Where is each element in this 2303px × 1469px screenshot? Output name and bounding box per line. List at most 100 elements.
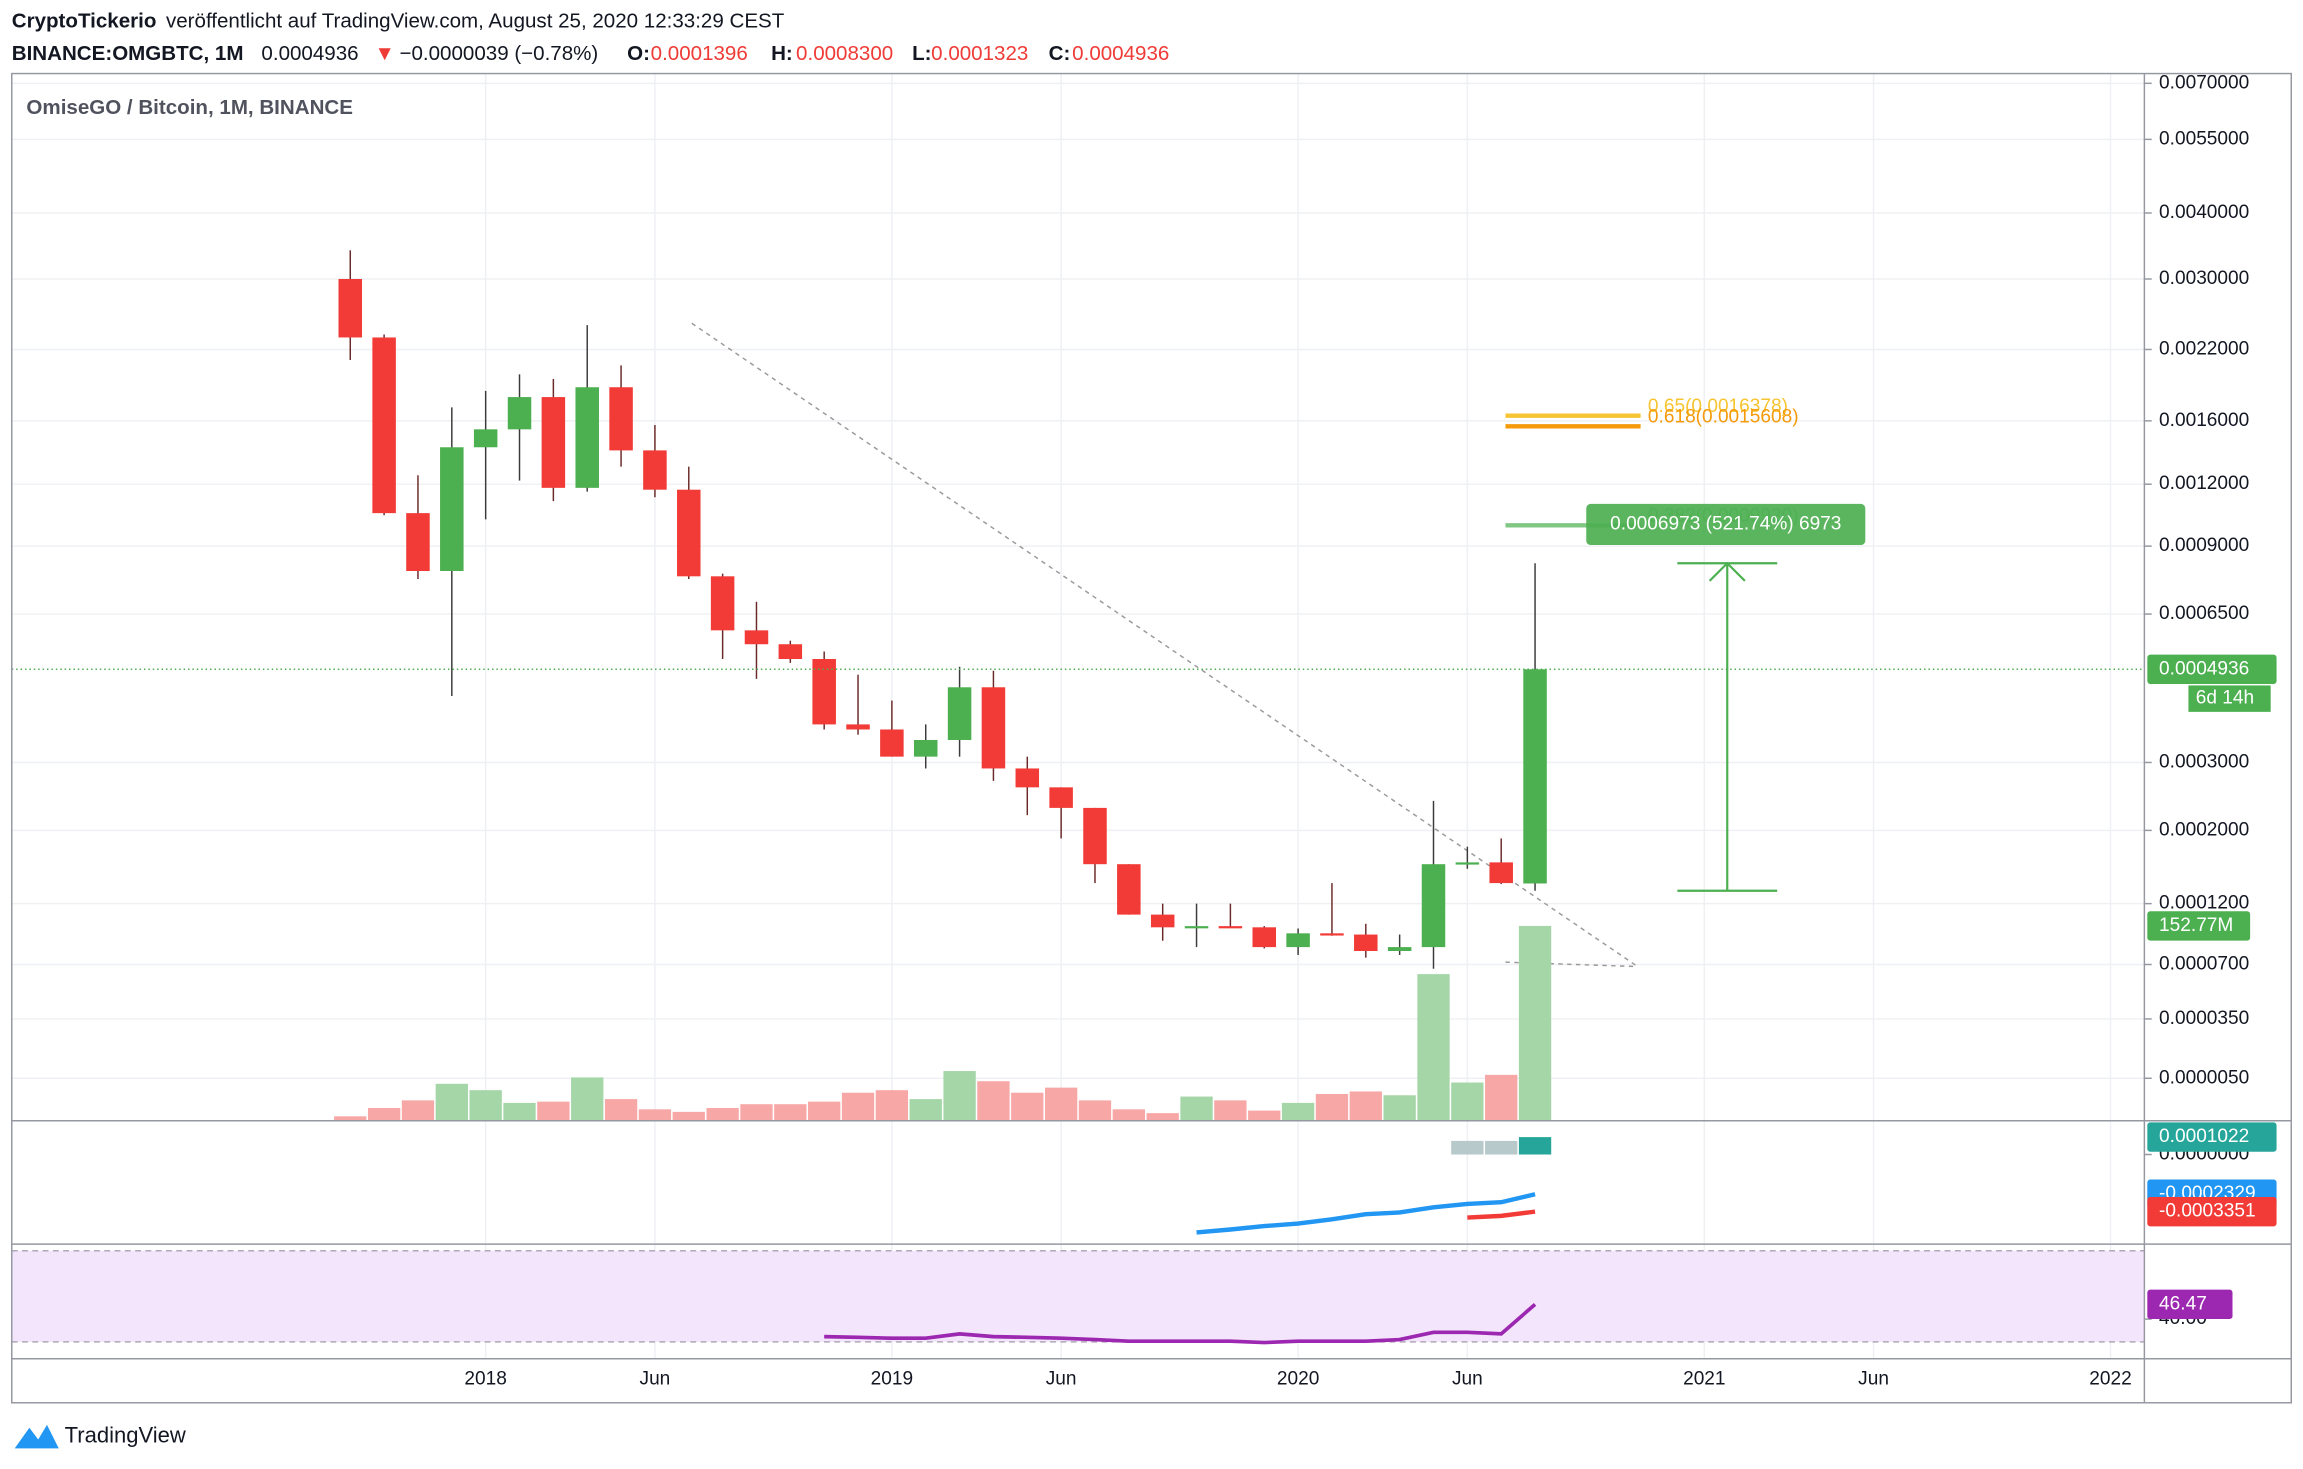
trend-line: [691, 322, 1639, 968]
candle-body: [541, 397, 566, 488]
macd-line: [1196, 1192, 1536, 1235]
y-tick-label: 0.0055000: [2159, 128, 2249, 149]
y-tick-label: 0.0006500: [2159, 603, 2249, 624]
candle-body: [1421, 864, 1446, 948]
measure-box: [1586, 503, 1866, 546]
y-tick-label: 0.0012000: [2159, 473, 2249, 494]
x-tick-label: Jun: [1452, 1368, 1483, 1389]
volume-bar: [604, 1099, 638, 1121]
candle-body: [643, 450, 667, 490]
fib-label: 0.65(0.0016378): [1648, 396, 1788, 417]
logo: [14, 1424, 59, 1449]
symbol: BINANCE:OMGBTC, 1M: [12, 42, 244, 65]
footer-brand: TradingView: [65, 1422, 186, 1447]
candle-body: [812, 658, 836, 725]
volume-bar: [1383, 1095, 1416, 1121]
y-tick-label: 0.0022000: [2159, 339, 2249, 360]
candle-body: [744, 630, 769, 645]
candle-body: [1455, 862, 1480, 865]
candle-body: [1083, 807, 1107, 865]
countdown-box: [2188, 685, 2271, 712]
x-tick-label: 2018: [464, 1368, 506, 1389]
volume-bar: [367, 1108, 401, 1121]
rsi-last-label: 46.47: [2159, 1293, 2207, 1314]
volume-bar: [706, 1108, 739, 1121]
candle-body: [609, 387, 633, 451]
candle-body: [1150, 914, 1175, 928]
rsi-line: [824, 1302, 1537, 1345]
candle-body: [372, 337, 396, 514]
price-label: 0.0004936: [2159, 658, 2249, 679]
y-tick-label: 0.0030000: [2159, 268, 2249, 289]
volume-bar: [571, 1077, 604, 1121]
price-label-box: [2147, 654, 2277, 684]
candle-body: [575, 387, 599, 488]
y-tick-label: 0.0002000: [2159, 819, 2249, 840]
macd-line: [1467, 1209, 1536, 1220]
published: veröffentlicht auf TradingView.com, Augu…: [166, 10, 785, 33]
x-tick-label: 2022: [2089, 1368, 2131, 1389]
volume-bar: [808, 1101, 841, 1121]
volume-bar: [334, 1116, 367, 1121]
volume-label: 152.77M: [2159, 915, 2233, 936]
candle-body: [710, 576, 735, 631]
high-label: H:: [771, 42, 793, 65]
volume-bar: [1315, 1093, 1349, 1121]
candle-body: [1286, 933, 1310, 948]
volume-bar: [1146, 1113, 1179, 1121]
histogram-bar: [1518, 1137, 1552, 1155]
candle-body: [778, 644, 803, 659]
x-tick-label: 2019: [871, 1368, 913, 1389]
y-tick-label: 0.0000350: [2159, 1008, 2249, 1029]
y-tick-label: 0.0009000: [2159, 535, 2249, 556]
measure-label: 0.0006973 (521.74%) 6973: [1610, 514, 1841, 535]
volume-bar: [537, 1101, 570, 1121]
volume-bar: [638, 1109, 672, 1121]
candle-body: [1218, 926, 1243, 929]
x-tick-label: Jun: [1858, 1368, 1889, 1389]
volume-bar: [875, 1090, 909, 1121]
candle-body: [338, 278, 363, 338]
volume-bar: [1349, 1091, 1382, 1121]
candle-body: [1354, 934, 1378, 952]
volume-bar: [774, 1104, 807, 1121]
rsi-last-label-box: [2147, 1289, 2233, 1320]
candle-body: [1252, 927, 1276, 948]
histogram-last-label-box: [2147, 1122, 2277, 1152]
x-tick-label: 2021: [1683, 1368, 1725, 1389]
x-tick-label: Jun: [1046, 1368, 1077, 1389]
volume-bar: [401, 1100, 435, 1121]
logo-mark: [14, 1424, 59, 1449]
volume-bar: [977, 1081, 1010, 1121]
volume-bar: [1214, 1100, 1247, 1121]
high-value: 0.0008300: [796, 42, 893, 65]
volume-bar: [943, 1071, 976, 1121]
macd-last-label-box: [2147, 1196, 2277, 1227]
volume-bar: [1078, 1100, 1112, 1121]
y-tick-label: 0.0000700: [2159, 954, 2249, 975]
close-label: C:: [1049, 42, 1071, 65]
chart-title: OmiseGO / Bitcoin, 1M, BINANCE: [26, 96, 353, 119]
volume-bar: [672, 1111, 705, 1121]
volume-bar: [1518, 925, 1552, 1121]
frame-border: [11, 72, 2292, 1404]
open-value: 0.0001396: [651, 42, 748, 65]
candle-body: [1184, 926, 1209, 929]
frame: [11, 72, 2292, 1404]
fib-label: 0.618(0.0015608): [1648, 407, 1799, 428]
candle-body: [1489, 862, 1513, 884]
x-tick-label: Jun: [640, 1368, 671, 1389]
change-arrow: ▼: [375, 42, 395, 65]
x-tick-label: 2020: [1277, 1368, 1319, 1389]
y-tick-label: 0.0001200: [2159, 893, 2249, 914]
volume-bar: [469, 1090, 502, 1121]
measure-arrowhead: [1708, 561, 1746, 582]
candle-body: [440, 447, 464, 572]
volume-bar: [1485, 1074, 1518, 1121]
histogram-bar: [1485, 1140, 1518, 1155]
candle-body: [1387, 947, 1412, 952]
volume-bar: [1417, 974, 1450, 1121]
candle-body: [1117, 864, 1141, 915]
y-tick-label: 0.0000050: [2159, 1067, 2249, 1088]
